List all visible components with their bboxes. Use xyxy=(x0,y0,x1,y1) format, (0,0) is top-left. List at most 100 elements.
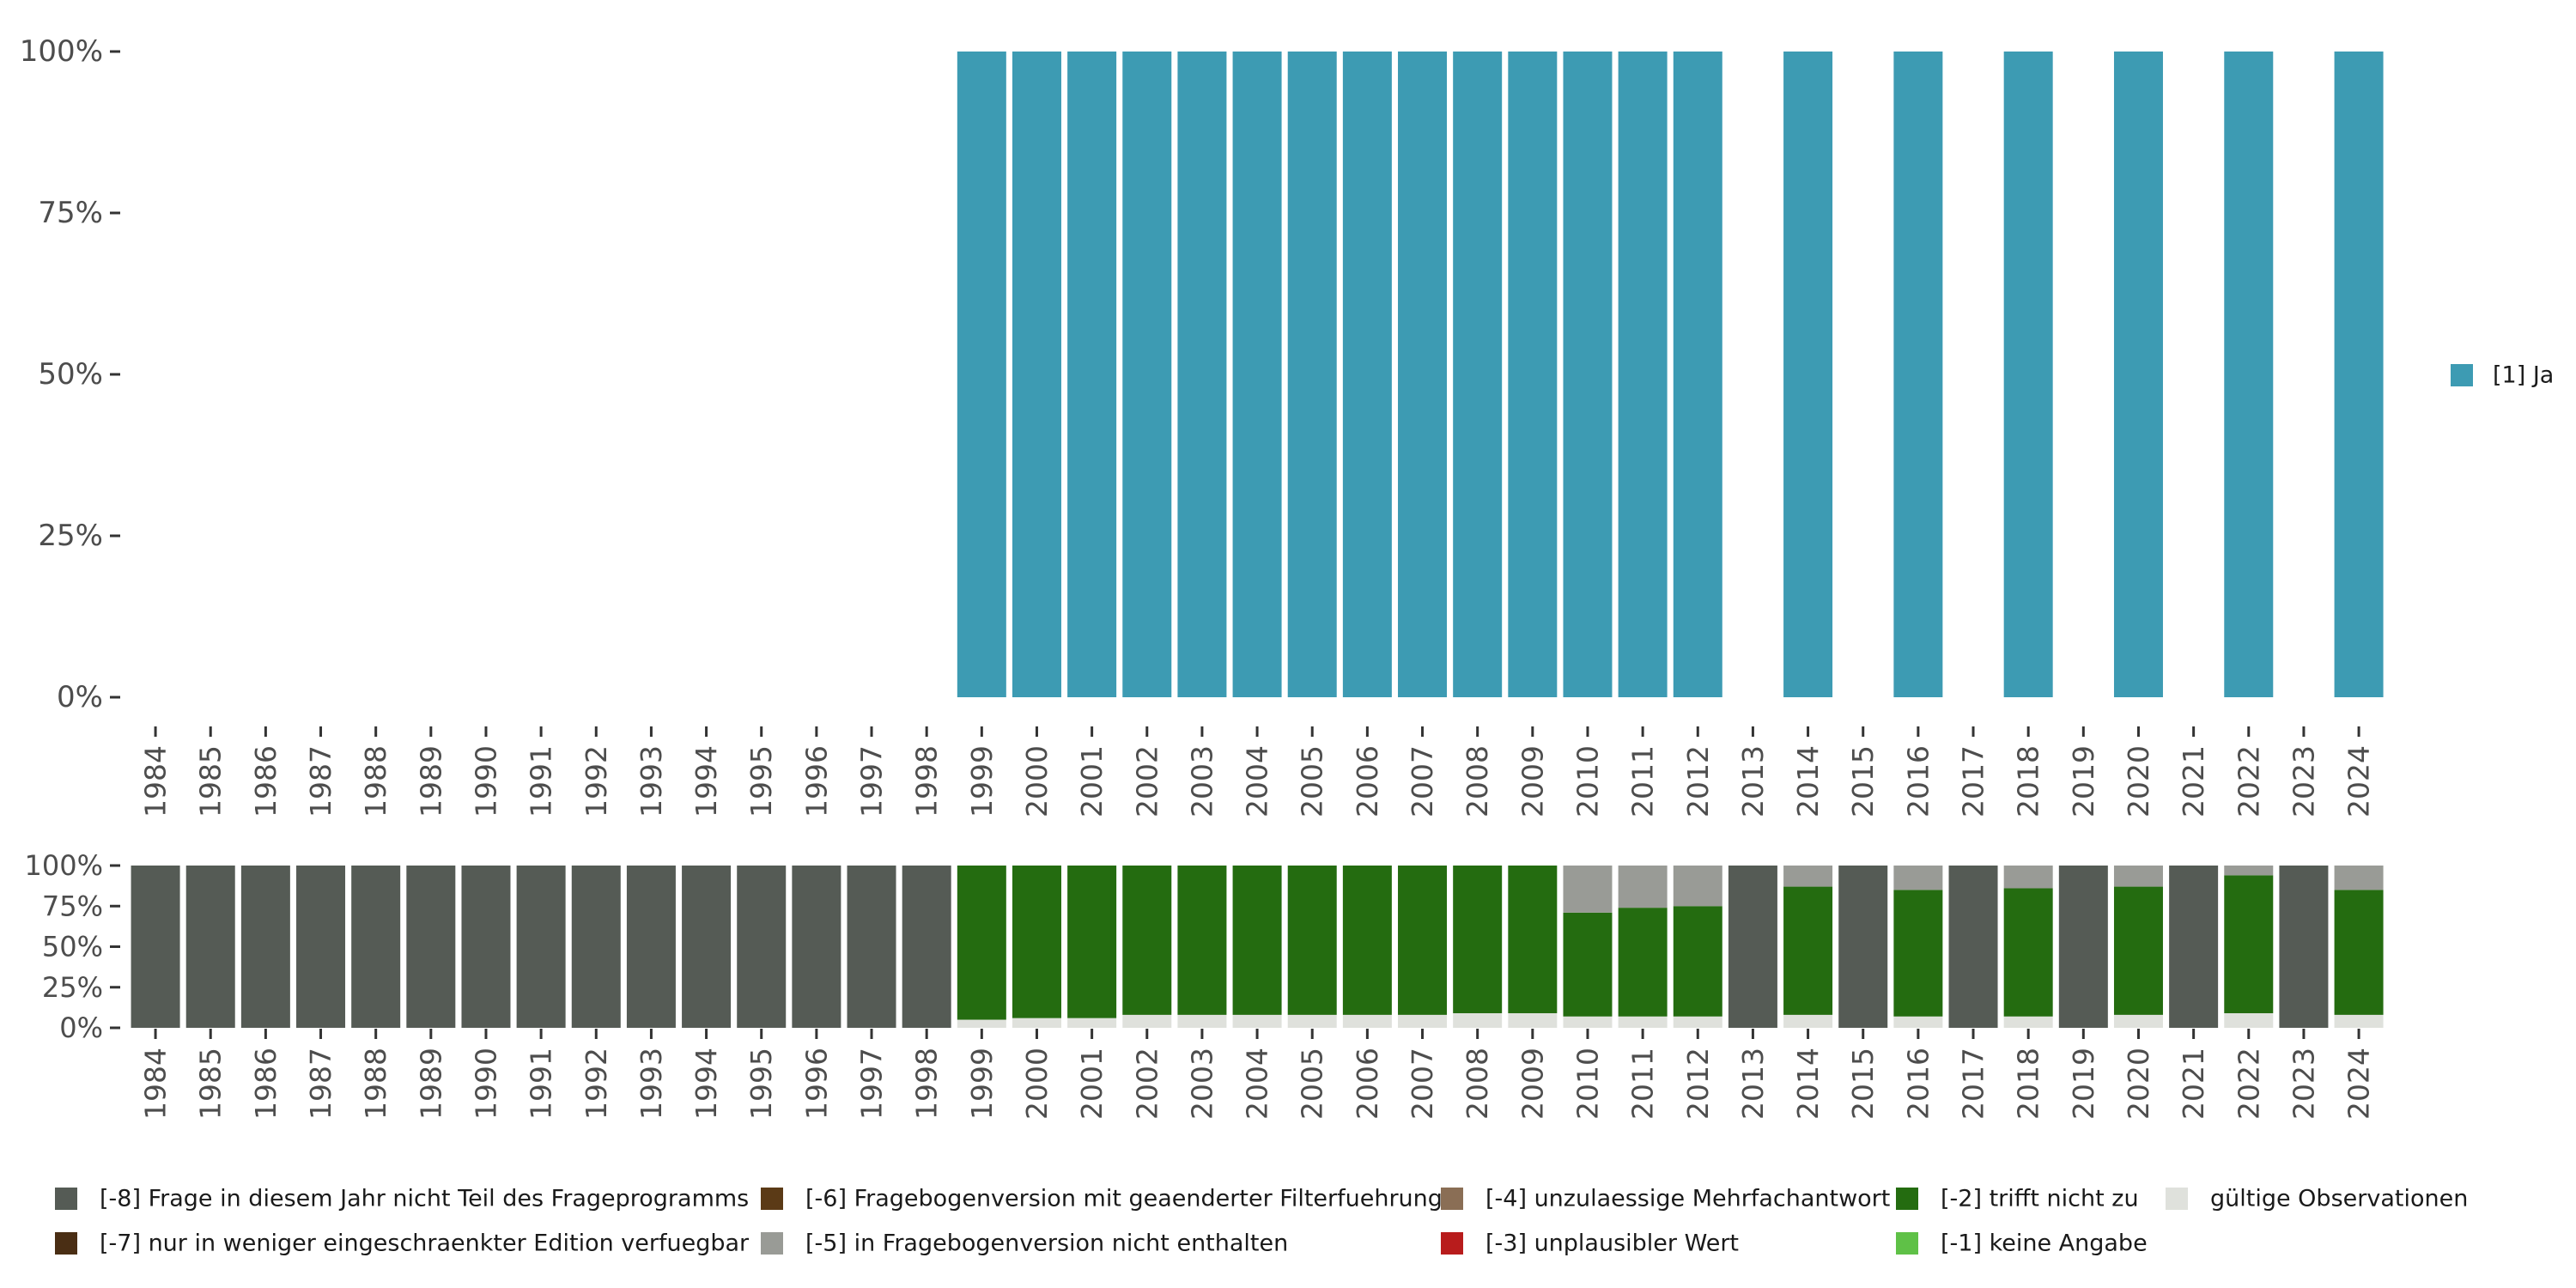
bottom-bar-2018 xyxy=(2003,888,2053,1017)
bottom-bar-2007 xyxy=(1398,866,1448,1015)
bottom-x-tick-label: 2001 xyxy=(1075,1048,1109,1120)
bottom-bar-chart: 0% 25% 50% 75% 100% 1984 1985 1986 1987 1988 1989 1… xyxy=(25,849,2384,1120)
bottom-bar-2006 xyxy=(1342,866,1392,1015)
bottom-bar-2005 xyxy=(1287,866,1337,1015)
bottom-x-tick-label: 2018 xyxy=(2012,1048,2045,1120)
top-bar-2018 xyxy=(2003,52,2053,697)
bottom-x-tick-label: 2010 xyxy=(1571,1048,1604,1120)
bottom-x-tick-label: 2015 xyxy=(1846,1048,1880,1120)
top-x-tick-label: 1986 xyxy=(249,745,283,817)
top-x-tick-label: 1987 xyxy=(304,745,337,817)
bottom-bar-1989 xyxy=(406,866,456,1028)
bottom-bar-1999 xyxy=(957,1019,1006,1028)
bottom-x-tick-label: 2007 xyxy=(1406,1048,1439,1120)
bottom-y-tick-label: 75% xyxy=(42,890,103,922)
top-bar-2001 xyxy=(1067,52,1117,697)
bottom-bar-2020 xyxy=(2113,886,2163,1015)
bottom-legend: [-8] Frage in diesem Jahr nicht Teil des… xyxy=(55,1186,2468,1257)
top-bar-2008 xyxy=(1453,52,1503,697)
bottom-bar-2007 xyxy=(1398,1014,1448,1028)
bottom-x-tick-label: 1989 xyxy=(414,1048,447,1120)
bottom-bar-2022 xyxy=(2224,875,2274,1013)
bottom-legend-swatch xyxy=(1441,1232,1463,1255)
bottom-bar-2011 xyxy=(1618,908,1668,1017)
top-x-tick-label: 2015 xyxy=(1846,745,1880,817)
bottom-x-tick-label: 1995 xyxy=(744,1048,778,1120)
bottom-x-tick-label: 1999 xyxy=(965,1048,999,1120)
bottom-x-tick-label: 1992 xyxy=(580,1048,613,1120)
bottom-bar-1984 xyxy=(131,866,180,1028)
bottom-y-tick-label: 25% xyxy=(42,971,103,1004)
bottom-x-tick-label: 1984 xyxy=(139,1048,173,1120)
bottom-x-tick-label: 2021 xyxy=(2177,1048,2210,1120)
bottom-bar-1993 xyxy=(626,866,676,1028)
top-x-tick-label: 2021 xyxy=(2177,745,2210,817)
bottom-x-tick-label: 1991 xyxy=(525,1048,558,1120)
bottom-legend-label: [-8] Frage in diesem Jahr nicht Teil des… xyxy=(100,1186,749,1212)
bottom-x-tick-label: 2022 xyxy=(2232,1048,2265,1120)
bottom-bar-1999 xyxy=(957,866,1006,1020)
bottom-bar-2008 xyxy=(1453,1012,1503,1028)
top-y-tick-label: 0% xyxy=(57,680,103,714)
top-x-tick-label: 2004 xyxy=(1241,745,1274,817)
bottom-legend-label: [-1] keine Angabe xyxy=(1941,1230,2148,1257)
bottom-x-tick-label: 1998 xyxy=(910,1048,944,1120)
bottom-bar-2010 xyxy=(1563,866,1613,913)
bottom-bar-2003 xyxy=(1177,866,1227,1015)
bottom-bar-2020 xyxy=(2113,1014,2163,1028)
top-x-tick-label: 2002 xyxy=(1130,745,1163,817)
bottom-legend-swatch xyxy=(2166,1188,2188,1210)
top-bar-2024 xyxy=(2334,52,2384,697)
top-x-tick-label: 2006 xyxy=(1351,745,1384,817)
bottom-y-tick-label: 0% xyxy=(59,1012,103,1044)
bottom-x-tick-label: 1997 xyxy=(855,1048,889,1120)
bottom-x-tick-label: 2004 xyxy=(1241,1048,1274,1120)
bottom-bar-2018 xyxy=(2003,1016,2053,1028)
bottom-x-tick-label: 2017 xyxy=(1957,1048,1990,1120)
top-x-tick-label: 2016 xyxy=(1901,745,1935,817)
bottom-bar-2004 xyxy=(1232,866,1282,1015)
top-bar-2014 xyxy=(1783,52,1833,697)
top-x-tick-label: 1992 xyxy=(580,745,613,817)
bottom-bar-2023 xyxy=(2279,866,2329,1028)
bottom-x-tick-label: 2019 xyxy=(2067,1048,2100,1120)
top-x-tick-label: 1985 xyxy=(194,745,228,817)
bottom-y-tick-label: 50% xyxy=(42,931,103,963)
bottom-bar-1991 xyxy=(516,866,566,1028)
top-bar-2000 xyxy=(1012,52,1061,697)
bottom-bar-2010 xyxy=(1563,1016,1613,1028)
top-x-tick-label: 2012 xyxy=(1681,745,1715,817)
top-bar-2009 xyxy=(1508,52,1558,697)
bottom-x-tick-label: 2013 xyxy=(1736,1048,1770,1120)
top-x-tick-label: 1995 xyxy=(744,745,778,817)
top-x-tick-label: 2022 xyxy=(2232,745,2265,817)
top-bar-2011 xyxy=(1618,52,1668,697)
bottom-legend-label: [-3] unplausibler Wert xyxy=(1485,1230,1739,1257)
bottom-bar-2012 xyxy=(1673,906,1722,1017)
bottom-bar-2012 xyxy=(1673,866,1722,907)
top-x-tick-label: 2013 xyxy=(1736,745,1770,817)
bottom-bar-2005 xyxy=(1287,1014,1337,1028)
top-x-tick-label: 1991 xyxy=(525,745,558,817)
bottom-x-tick-label: 1996 xyxy=(799,1048,833,1120)
top-x-tick-label: 2009 xyxy=(1516,745,1549,817)
bottom-y-tick-label: 100% xyxy=(25,849,103,882)
bottom-x-tick-label: 2012 xyxy=(1681,1048,1715,1120)
bottom-bar-2021 xyxy=(2169,866,2219,1028)
bottom-bar-2008 xyxy=(1453,866,1503,1013)
bottom-bar-1996 xyxy=(792,866,841,1028)
top-x-tick-label: 2014 xyxy=(1791,745,1825,817)
top-y-tick-label: 75% xyxy=(38,196,103,230)
bottom-legend-label: [-6] Fragebogenversion mit geaenderter F… xyxy=(805,1186,1443,1212)
bottom-bar-2000 xyxy=(1012,866,1061,1018)
bottom-bar-2014 xyxy=(1783,1014,1833,1028)
bottom-legend-swatch xyxy=(55,1232,77,1255)
bottom-x-tick-label: 2002 xyxy=(1130,1048,1163,1120)
bottom-x-tick-label: 2020 xyxy=(2122,1048,2155,1120)
bottom-bar-2013 xyxy=(1728,866,1777,1028)
bottom-x-tick-label: 2003 xyxy=(1185,1048,1218,1120)
top-x-tick-label: 2023 xyxy=(2287,745,2320,817)
bottom-bar-1988 xyxy=(351,866,401,1028)
top-bar-2016 xyxy=(1893,52,1943,697)
